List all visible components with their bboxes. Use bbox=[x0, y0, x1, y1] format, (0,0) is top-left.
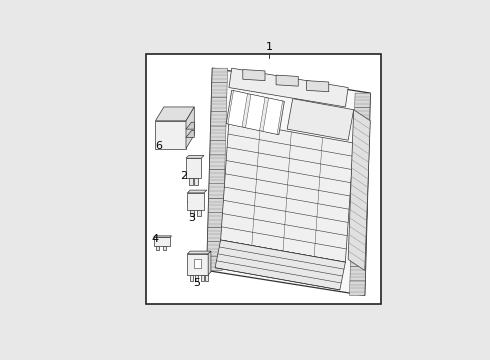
Text: 1: 1 bbox=[266, 41, 272, 51]
Polygon shape bbox=[243, 69, 265, 81]
Polygon shape bbox=[207, 68, 370, 296]
Polygon shape bbox=[210, 155, 225, 169]
Polygon shape bbox=[351, 238, 367, 252]
Polygon shape bbox=[208, 251, 211, 275]
Text: 3: 3 bbox=[188, 213, 195, 223]
Polygon shape bbox=[263, 98, 283, 134]
Polygon shape bbox=[287, 99, 354, 140]
Polygon shape bbox=[207, 256, 222, 270]
Polygon shape bbox=[352, 194, 368, 209]
Polygon shape bbox=[208, 213, 223, 227]
Bar bbox=[146, 54, 381, 304]
Polygon shape bbox=[186, 156, 204, 158]
Text: 2: 2 bbox=[180, 171, 187, 181]
Polygon shape bbox=[245, 94, 265, 131]
Polygon shape bbox=[153, 237, 170, 246]
Polygon shape bbox=[155, 121, 186, 149]
Polygon shape bbox=[187, 251, 211, 254]
Polygon shape bbox=[352, 180, 368, 194]
Polygon shape bbox=[190, 275, 193, 281]
Polygon shape bbox=[354, 108, 370, 122]
Polygon shape bbox=[210, 126, 226, 140]
Polygon shape bbox=[186, 158, 201, 177]
Polygon shape bbox=[353, 151, 369, 165]
Polygon shape bbox=[349, 281, 365, 296]
Polygon shape bbox=[211, 97, 227, 112]
Polygon shape bbox=[197, 210, 201, 216]
Polygon shape bbox=[215, 240, 345, 290]
Polygon shape bbox=[208, 198, 224, 213]
Polygon shape bbox=[229, 68, 348, 107]
Polygon shape bbox=[186, 122, 195, 129]
Bar bbox=[195, 260, 201, 268]
Polygon shape bbox=[209, 184, 224, 198]
Polygon shape bbox=[208, 227, 223, 242]
Polygon shape bbox=[355, 93, 370, 108]
Text: 6: 6 bbox=[155, 141, 162, 151]
Polygon shape bbox=[186, 131, 195, 138]
Polygon shape bbox=[353, 165, 368, 180]
Polygon shape bbox=[353, 136, 369, 151]
Text: 5: 5 bbox=[194, 278, 200, 288]
Polygon shape bbox=[195, 177, 198, 185]
Polygon shape bbox=[351, 223, 367, 238]
Polygon shape bbox=[211, 112, 226, 126]
Polygon shape bbox=[201, 275, 204, 281]
Polygon shape bbox=[350, 252, 366, 266]
Polygon shape bbox=[163, 246, 166, 250]
Polygon shape bbox=[187, 190, 207, 193]
Polygon shape bbox=[228, 91, 247, 127]
Polygon shape bbox=[207, 242, 223, 256]
Polygon shape bbox=[226, 90, 284, 135]
Polygon shape bbox=[189, 177, 193, 185]
Polygon shape bbox=[205, 275, 208, 281]
Polygon shape bbox=[350, 266, 366, 281]
Polygon shape bbox=[212, 68, 227, 82]
Polygon shape bbox=[307, 81, 329, 92]
Polygon shape bbox=[190, 210, 194, 216]
Polygon shape bbox=[156, 246, 159, 250]
Polygon shape bbox=[276, 75, 298, 86]
Polygon shape bbox=[209, 169, 225, 184]
Polygon shape bbox=[354, 122, 369, 136]
Polygon shape bbox=[348, 110, 370, 270]
Polygon shape bbox=[187, 193, 204, 210]
Polygon shape bbox=[212, 82, 227, 97]
Polygon shape bbox=[195, 275, 198, 281]
Text: 4: 4 bbox=[152, 234, 159, 244]
Polygon shape bbox=[153, 236, 172, 237]
Polygon shape bbox=[187, 254, 208, 275]
Polygon shape bbox=[210, 140, 225, 155]
Polygon shape bbox=[155, 107, 195, 121]
Polygon shape bbox=[220, 121, 354, 262]
Polygon shape bbox=[186, 107, 195, 149]
Polygon shape bbox=[351, 209, 367, 223]
